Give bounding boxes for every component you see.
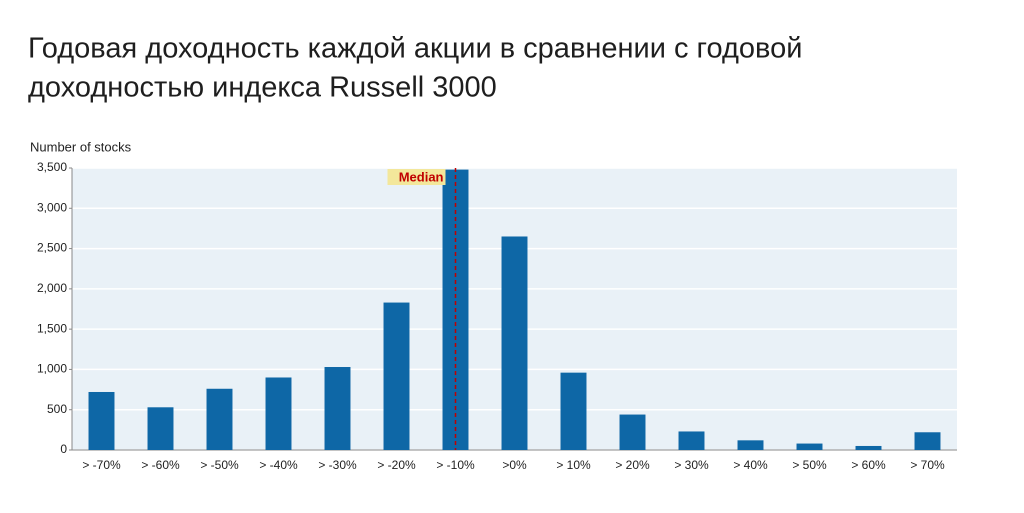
bar [737,440,764,450]
chart-title: Годовая доходность каждой акции в сравне… [28,33,802,65]
bar [501,236,528,450]
x-tick-label: > 10% [556,458,591,472]
bar [383,302,410,450]
bar [914,432,941,450]
x-tick-label: > -50% [200,458,239,472]
median-label: Median [399,169,444,184]
y-tick-label: 3,500 [37,160,67,174]
x-tick-label: > 50% [792,458,827,472]
x-tick-label: > -20% [377,458,416,472]
y-axis-label: Number of stocks [30,139,132,154]
chart-title: доходностью индекса Russell 3000 [28,72,497,104]
y-tick-label: 500 [47,402,67,416]
bar [855,445,882,450]
median-label-bg [387,169,446,185]
x-tick-label: > 30% [674,458,709,472]
x-tick-label: > -70% [82,458,121,472]
bar [796,443,823,450]
y-tick-label: 2,500 [37,241,67,255]
y-tick-label: 3,000 [37,200,67,214]
x-tick-label: >0% [502,458,527,472]
y-tick-label: 1,000 [37,362,67,376]
bar [206,388,233,450]
y-tick-label: 2,000 [37,281,67,295]
x-tick-label: > 60% [851,458,886,472]
bar [147,407,174,450]
x-tick-label: > 20% [615,458,650,472]
x-tick-label: > 70% [910,458,945,472]
bar [619,414,646,450]
x-tick-label: > -40% [259,458,298,472]
y-tick-label: 1,500 [37,321,67,335]
x-tick-label: > -60% [141,458,180,472]
x-tick-label: > 40% [733,458,768,472]
x-tick-label: > -10% [436,458,475,472]
bar [324,367,351,450]
bar [678,431,705,450]
x-tick-label: > -30% [318,458,357,472]
y-tick-label: 0 [60,442,67,456]
bar [560,372,587,450]
bar [265,377,292,450]
bar [88,391,115,450]
